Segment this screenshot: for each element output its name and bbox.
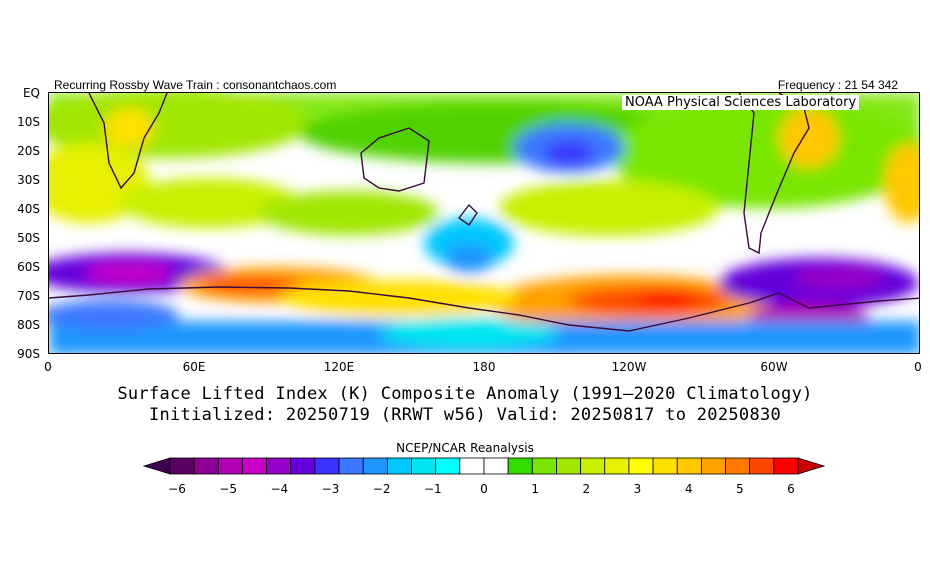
- anomaly-map: [48, 92, 920, 354]
- colorbar-cell: [725, 457, 751, 475]
- colorbar-cell: [411, 457, 437, 475]
- colorbar-cell: [749, 457, 775, 475]
- x-tick-label: 60E: [182, 360, 206, 374]
- y-tick-label: 90S: [17, 347, 40, 361]
- x-tick-label: 0: [914, 360, 922, 374]
- y-tick-label: 60S: [17, 260, 40, 274]
- lab-label: NOAA Physical Sciences Laboratory: [622, 95, 860, 110]
- colorbar-cell: [531, 457, 557, 475]
- colorbar-cell: [652, 457, 678, 475]
- y-tick-label: 70S: [17, 289, 40, 303]
- frequency-label: Frequency : 21 54 342: [777, 78, 898, 92]
- colorbar-cell: [507, 457, 533, 475]
- y-tick-label: 50S: [17, 231, 40, 245]
- colorbar-cell: [338, 457, 364, 475]
- colorbar-tick-label: 5: [736, 482, 744, 496]
- colorbar-tick-label: 0: [480, 482, 488, 496]
- colorbar-tick-label: −5: [219, 482, 237, 496]
- colorbar-cell: [386, 457, 412, 475]
- caption-line-2: Initialized: 20250719 (RRWT w56) Valid: …: [148, 405, 782, 425]
- colorbar-tick-label: 1: [531, 482, 539, 496]
- colorbar-cell: [580, 457, 606, 475]
- colorbar-cell: [604, 457, 630, 475]
- colorbar-cell: [169, 457, 195, 475]
- colorbar-over-arrow: [797, 457, 826, 475]
- colorbar-tick-label: 6: [787, 482, 795, 496]
- colorbar-under-arrow: [142, 457, 171, 475]
- y-tick-label: 20S: [17, 144, 40, 158]
- x-tick-label: 120E: [323, 360, 355, 374]
- x-tick-label: 60W: [760, 360, 788, 374]
- x-tick-label: 120W: [611, 360, 647, 374]
- colorbar-cell: [242, 457, 268, 475]
- title-left: Recurring Rossby Wave Train : consonantc…: [54, 78, 337, 92]
- colorbar-source-label: NCEP/NCAR Reanalysis: [396, 441, 534, 455]
- colorbar-cell: [483, 457, 509, 475]
- colorbar-tick-label: 3: [633, 482, 642, 496]
- y-tick-label: 40S: [17, 202, 40, 216]
- colorbar-cell: [314, 457, 340, 475]
- colorbar-tick-label: −6: [168, 482, 186, 496]
- colorbar-tick-label: 2: [582, 482, 591, 496]
- colorbar-cell: [556, 457, 582, 475]
- colorbar-cell: [628, 457, 654, 475]
- y-tick-label: 30S: [17, 173, 40, 187]
- colorbar-cell: [700, 457, 726, 475]
- y-tick-label: 10S: [17, 115, 40, 129]
- y-tick-label: 80S: [17, 318, 40, 332]
- colorbar-cell: [435, 457, 461, 475]
- caption-line-1: Surface Lifted Index (K) Composite Anoma…: [117, 384, 813, 404]
- colorbar-tick-label: −2: [372, 482, 391, 496]
- colorbar-tick-label: −3: [321, 482, 340, 496]
- colorbar-cell: [459, 457, 485, 475]
- colorbar-cell: [773, 457, 799, 475]
- x-tick-label: 180: [472, 360, 496, 374]
- y-tick-label: EQ: [22, 86, 40, 100]
- colorbar-tick-label: 4: [684, 482, 693, 496]
- colorbar-cell: [217, 457, 243, 475]
- colorbar-cell: [362, 457, 388, 475]
- colorbar-cell: [676, 457, 702, 475]
- colorbar-cell: [266, 457, 292, 475]
- colorbar-cell: [193, 457, 219, 475]
- colorbar-tick-label: −1: [423, 482, 442, 496]
- colorbar-cell: [290, 457, 316, 475]
- colorbar-tick-label: −4: [270, 482, 289, 496]
- x-tick-label: 0: [44, 360, 52, 374]
